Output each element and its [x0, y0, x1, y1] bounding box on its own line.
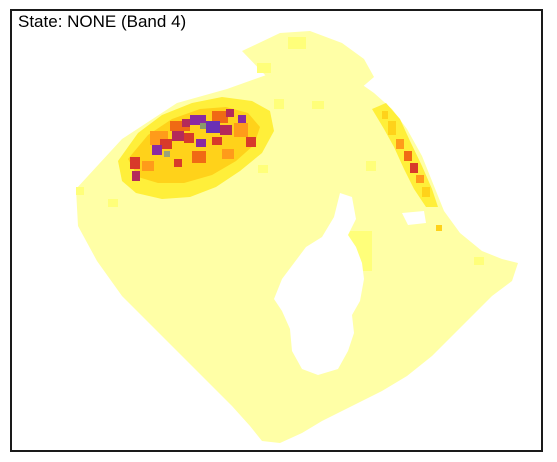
raster-patch	[212, 111, 228, 123]
raster-patch	[246, 137, 256, 147]
raster-map[interactable]	[12, 11, 541, 450]
raster-patch	[288, 37, 306, 49]
raster-patch	[234, 123, 248, 137]
raster-patch	[474, 257, 484, 265]
raster-patch	[404, 151, 412, 161]
raster-patch	[410, 163, 418, 173]
raster-patch	[220, 125, 232, 135]
map-frame: State: NONE (Band 4)	[10, 9, 543, 452]
raster-patch	[388, 121, 396, 135]
raster-patch	[366, 161, 376, 171]
raster-patch	[160, 139, 172, 149]
raster-patch	[130, 157, 140, 169]
raster-patch	[422, 187, 430, 197]
raster-patch	[382, 111, 388, 119]
raster-patch	[184, 133, 194, 143]
raster-patch	[416, 175, 424, 183]
raster-patch	[222, 149, 234, 159]
raster-patch	[174, 159, 182, 167]
raster-patch	[172, 131, 184, 141]
nodata-hole	[274, 193, 364, 375]
raster-patch	[200, 123, 206, 129]
raster-patch	[76, 187, 84, 195]
raster-patch	[396, 139, 404, 149]
raster-patch	[108, 199, 118, 207]
raster-patch	[152, 145, 162, 155]
raster-patch	[226, 109, 234, 117]
map-title: State: NONE (Band 4)	[18, 12, 187, 31]
raster-patch	[238, 115, 246, 123]
raster-patch	[206, 121, 220, 133]
raster-patch	[190, 115, 206, 125]
raster-patch	[142, 161, 154, 171]
raster-patch	[164, 151, 170, 157]
raster-patch	[258, 165, 268, 173]
raster-patch	[212, 137, 222, 145]
nodata-notch	[402, 211, 426, 225]
raster-patch	[192, 151, 206, 163]
raster-patch	[182, 119, 190, 127]
raster-patch	[257, 63, 271, 73]
raster-base	[76, 63, 518, 443]
raster-patch	[132, 171, 140, 181]
raster-upper-lobe	[242, 31, 374, 89]
raster-patch	[436, 225, 442, 231]
raster-patch	[312, 101, 324, 109]
raster-patch	[196, 139, 206, 147]
raster-patch	[274, 99, 284, 109]
raster-patch	[170, 121, 190, 131]
